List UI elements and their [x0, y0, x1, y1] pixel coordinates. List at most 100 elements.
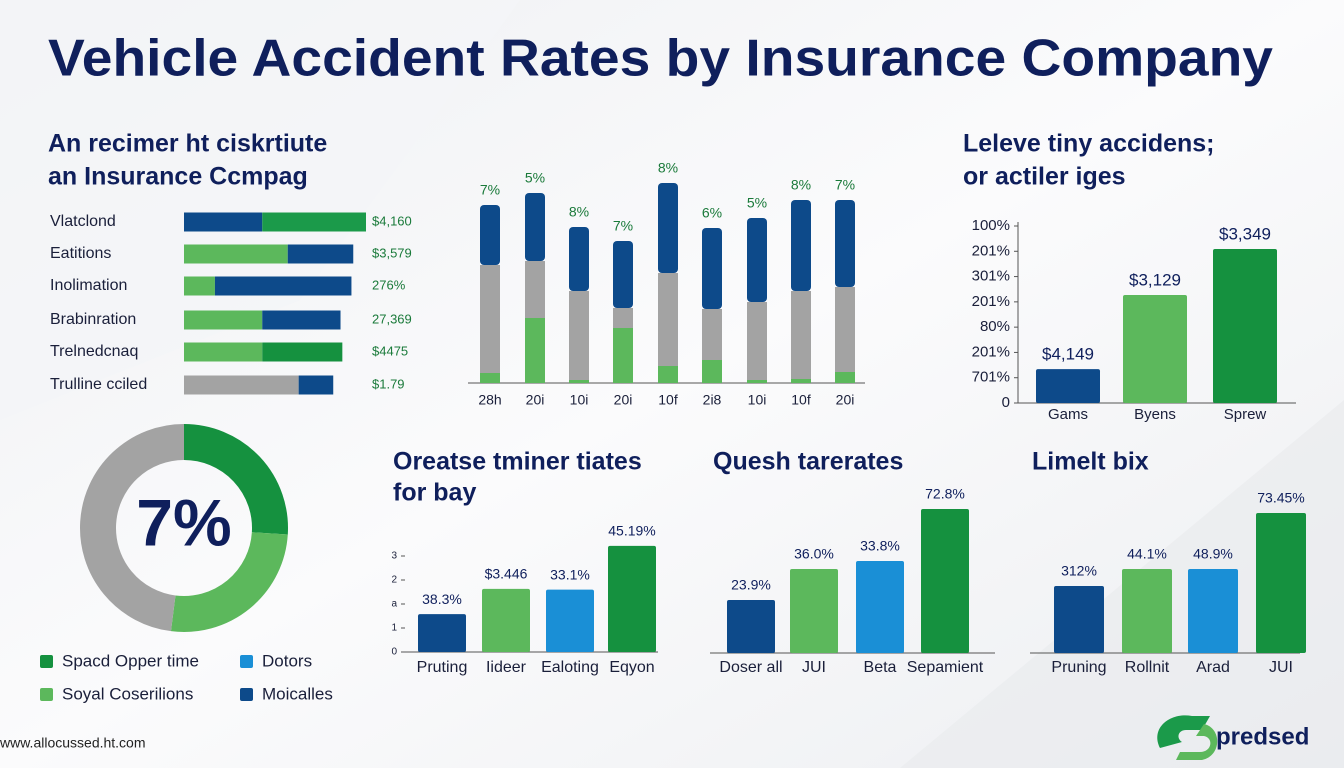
y-tick-label: 0	[1002, 394, 1010, 411]
bar	[1123, 295, 1187, 403]
bar-label: $4475	[372, 343, 408, 358]
logo-text: predsed	[1216, 723, 1309, 750]
bar-label: 5%	[747, 195, 767, 211]
bar-segment	[569, 227, 589, 291]
y-tick-label: a	[391, 599, 397, 610]
donut-segment	[80, 424, 185, 632]
x-tick-label: Arad	[1196, 659, 1230, 676]
bar-label: 27,369	[372, 311, 412, 326]
bar-segment	[791, 379, 811, 383]
y-tick-label: 100%	[972, 217, 1010, 234]
y-tick-label: 3	[391, 551, 397, 562]
x-tick-label: Rollnit	[1125, 659, 1170, 676]
bar	[921, 509, 969, 653]
bar	[482, 588, 530, 652]
bar-segment	[184, 310, 263, 330]
bar	[418, 614, 466, 652]
bar-segment	[613, 308, 633, 328]
category-label: Eatitions	[50, 245, 111, 262]
bar	[1256, 513, 1306, 653]
bar-segment	[702, 228, 722, 309]
bar-label: $4,160	[372, 213, 412, 228]
bar	[1213, 249, 1277, 403]
x-tick-label: 10f	[658, 392, 678, 408]
x-tick-label: 20i	[614, 392, 633, 408]
y-tick-label: 1	[391, 623, 397, 634]
bar-label: 8%	[569, 204, 589, 220]
bar-label: $3,579	[372, 245, 412, 260]
logo: predsed	[1157, 715, 1309, 760]
bar-label: 36.0%	[794, 546, 834, 562]
bar-label: 312%	[1061, 563, 1097, 579]
legend-label: Moicalles	[262, 684, 333, 703]
chart-title: or actiler iges	[963, 163, 1126, 191]
x-tick-label: Ealoting	[541, 659, 599, 676]
bar-segment	[658, 183, 678, 273]
x-tick-label: Beta	[864, 659, 897, 676]
x-tick-label: 10i	[748, 392, 767, 408]
x-tick-label: Pruting	[417, 659, 468, 676]
donut-center-label: 7%	[136, 485, 231, 559]
bar	[856, 561, 904, 653]
bar-label: 72.8%	[925, 486, 965, 502]
y-tick-label: 701%	[972, 369, 1010, 386]
bar-segment	[835, 287, 855, 372]
chart-title: an Insurance Ccmpag	[48, 163, 308, 191]
bar-segment	[184, 244, 288, 264]
bar-segment	[791, 200, 811, 291]
logo-mark	[1157, 715, 1210, 748]
footer-url: www.allocussed.ht.com	[0, 735, 146, 751]
bar-label: 44.1%	[1127, 546, 1167, 562]
bar-segment	[525, 318, 545, 383]
chart-title: for bay	[393, 479, 476, 507]
bar-segment	[184, 212, 263, 232]
bar-segment	[702, 360, 722, 383]
bar-segment	[747, 380, 767, 383]
x-tick-label: 20i	[836, 392, 855, 408]
bar-segment	[702, 309, 722, 360]
chart-title: Quesh tarerates	[713, 448, 903, 476]
bar-label: 5%	[525, 170, 545, 186]
y-tick-label: 301%	[972, 268, 1010, 285]
bar-segment	[298, 375, 334, 395]
category-label: Inolimation	[50, 277, 127, 294]
chart-title: An recimer ht ciskrtiute	[48, 130, 327, 158]
bar-label: 276%	[372, 277, 406, 292]
bar-segment	[835, 372, 855, 383]
bar-label: $3,129	[1129, 271, 1181, 290]
x-tick-label: Eqyon	[609, 659, 654, 676]
x-tick-label: 2i8	[703, 392, 722, 408]
bar-segment	[613, 241, 633, 308]
chart-title: Limelt bix	[1032, 448, 1149, 476]
bar-segment	[747, 218, 767, 302]
logo-mark	[1176, 724, 1218, 760]
bar-label: 6%	[702, 205, 722, 221]
bar-segment	[480, 265, 500, 373]
bar-label: 33.1%	[550, 566, 590, 582]
bar-segment	[184, 276, 215, 296]
legend-label: Soyal Coserilions	[62, 684, 193, 703]
category-label: Brabinration	[50, 311, 136, 328]
bar-segment	[525, 193, 545, 261]
legend-swatch	[240, 655, 253, 668]
donut-segment	[183, 424, 288, 535]
bar-segment	[287, 244, 354, 264]
bar-label: 7%	[480, 182, 500, 198]
bar	[608, 545, 656, 652]
bar-segment	[214, 276, 352, 296]
bar-label: 45.19%	[608, 523, 655, 539]
bar-segment	[525, 261, 545, 318]
bar-segment	[262, 310, 341, 330]
y-tick-label: 0	[391, 647, 397, 658]
bar-segment	[658, 366, 678, 383]
x-tick-label: Iideer	[486, 659, 527, 676]
legend-swatch	[40, 688, 53, 701]
bar-label: 8%	[658, 160, 678, 176]
legend-label: Dotors	[262, 651, 312, 670]
bar-segment	[262, 212, 366, 232]
category-label: Trulline cciled	[50, 376, 147, 393]
x-tick-label: Pruning	[1051, 659, 1106, 676]
y-tick-label: 2	[391, 575, 397, 586]
